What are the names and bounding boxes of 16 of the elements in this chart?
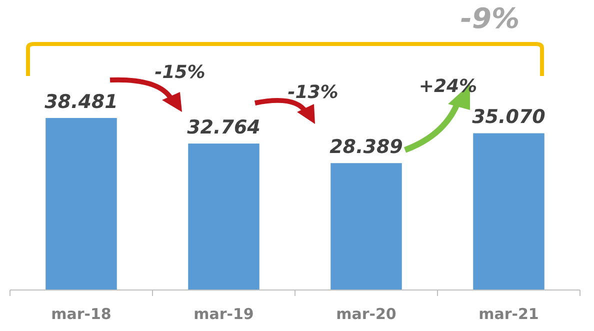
- x-tick-label: mar-18: [51, 305, 112, 323]
- data-label: 38.481: [44, 91, 118, 113]
- text: -9%: [460, 2, 520, 35]
- x-tick-label: mar-20: [336, 305, 396, 323]
- data-label: 28.389: [330, 136, 403, 158]
- bar: [188, 144, 260, 290]
- bar: [473, 133, 544, 290]
- text: -15%: [154, 62, 206, 83]
- data-label: 35.070: [472, 106, 546, 128]
- data-label: 32.764: [187, 116, 260, 139]
- text: -13%: [288, 82, 338, 103]
- bar: [330, 163, 402, 290]
- x-tick-label: mar-19: [194, 305, 254, 323]
- bar: [46, 118, 117, 290]
- x-tick-label: mar-21: [478, 305, 539, 323]
- text: +24%: [418, 76, 478, 97]
